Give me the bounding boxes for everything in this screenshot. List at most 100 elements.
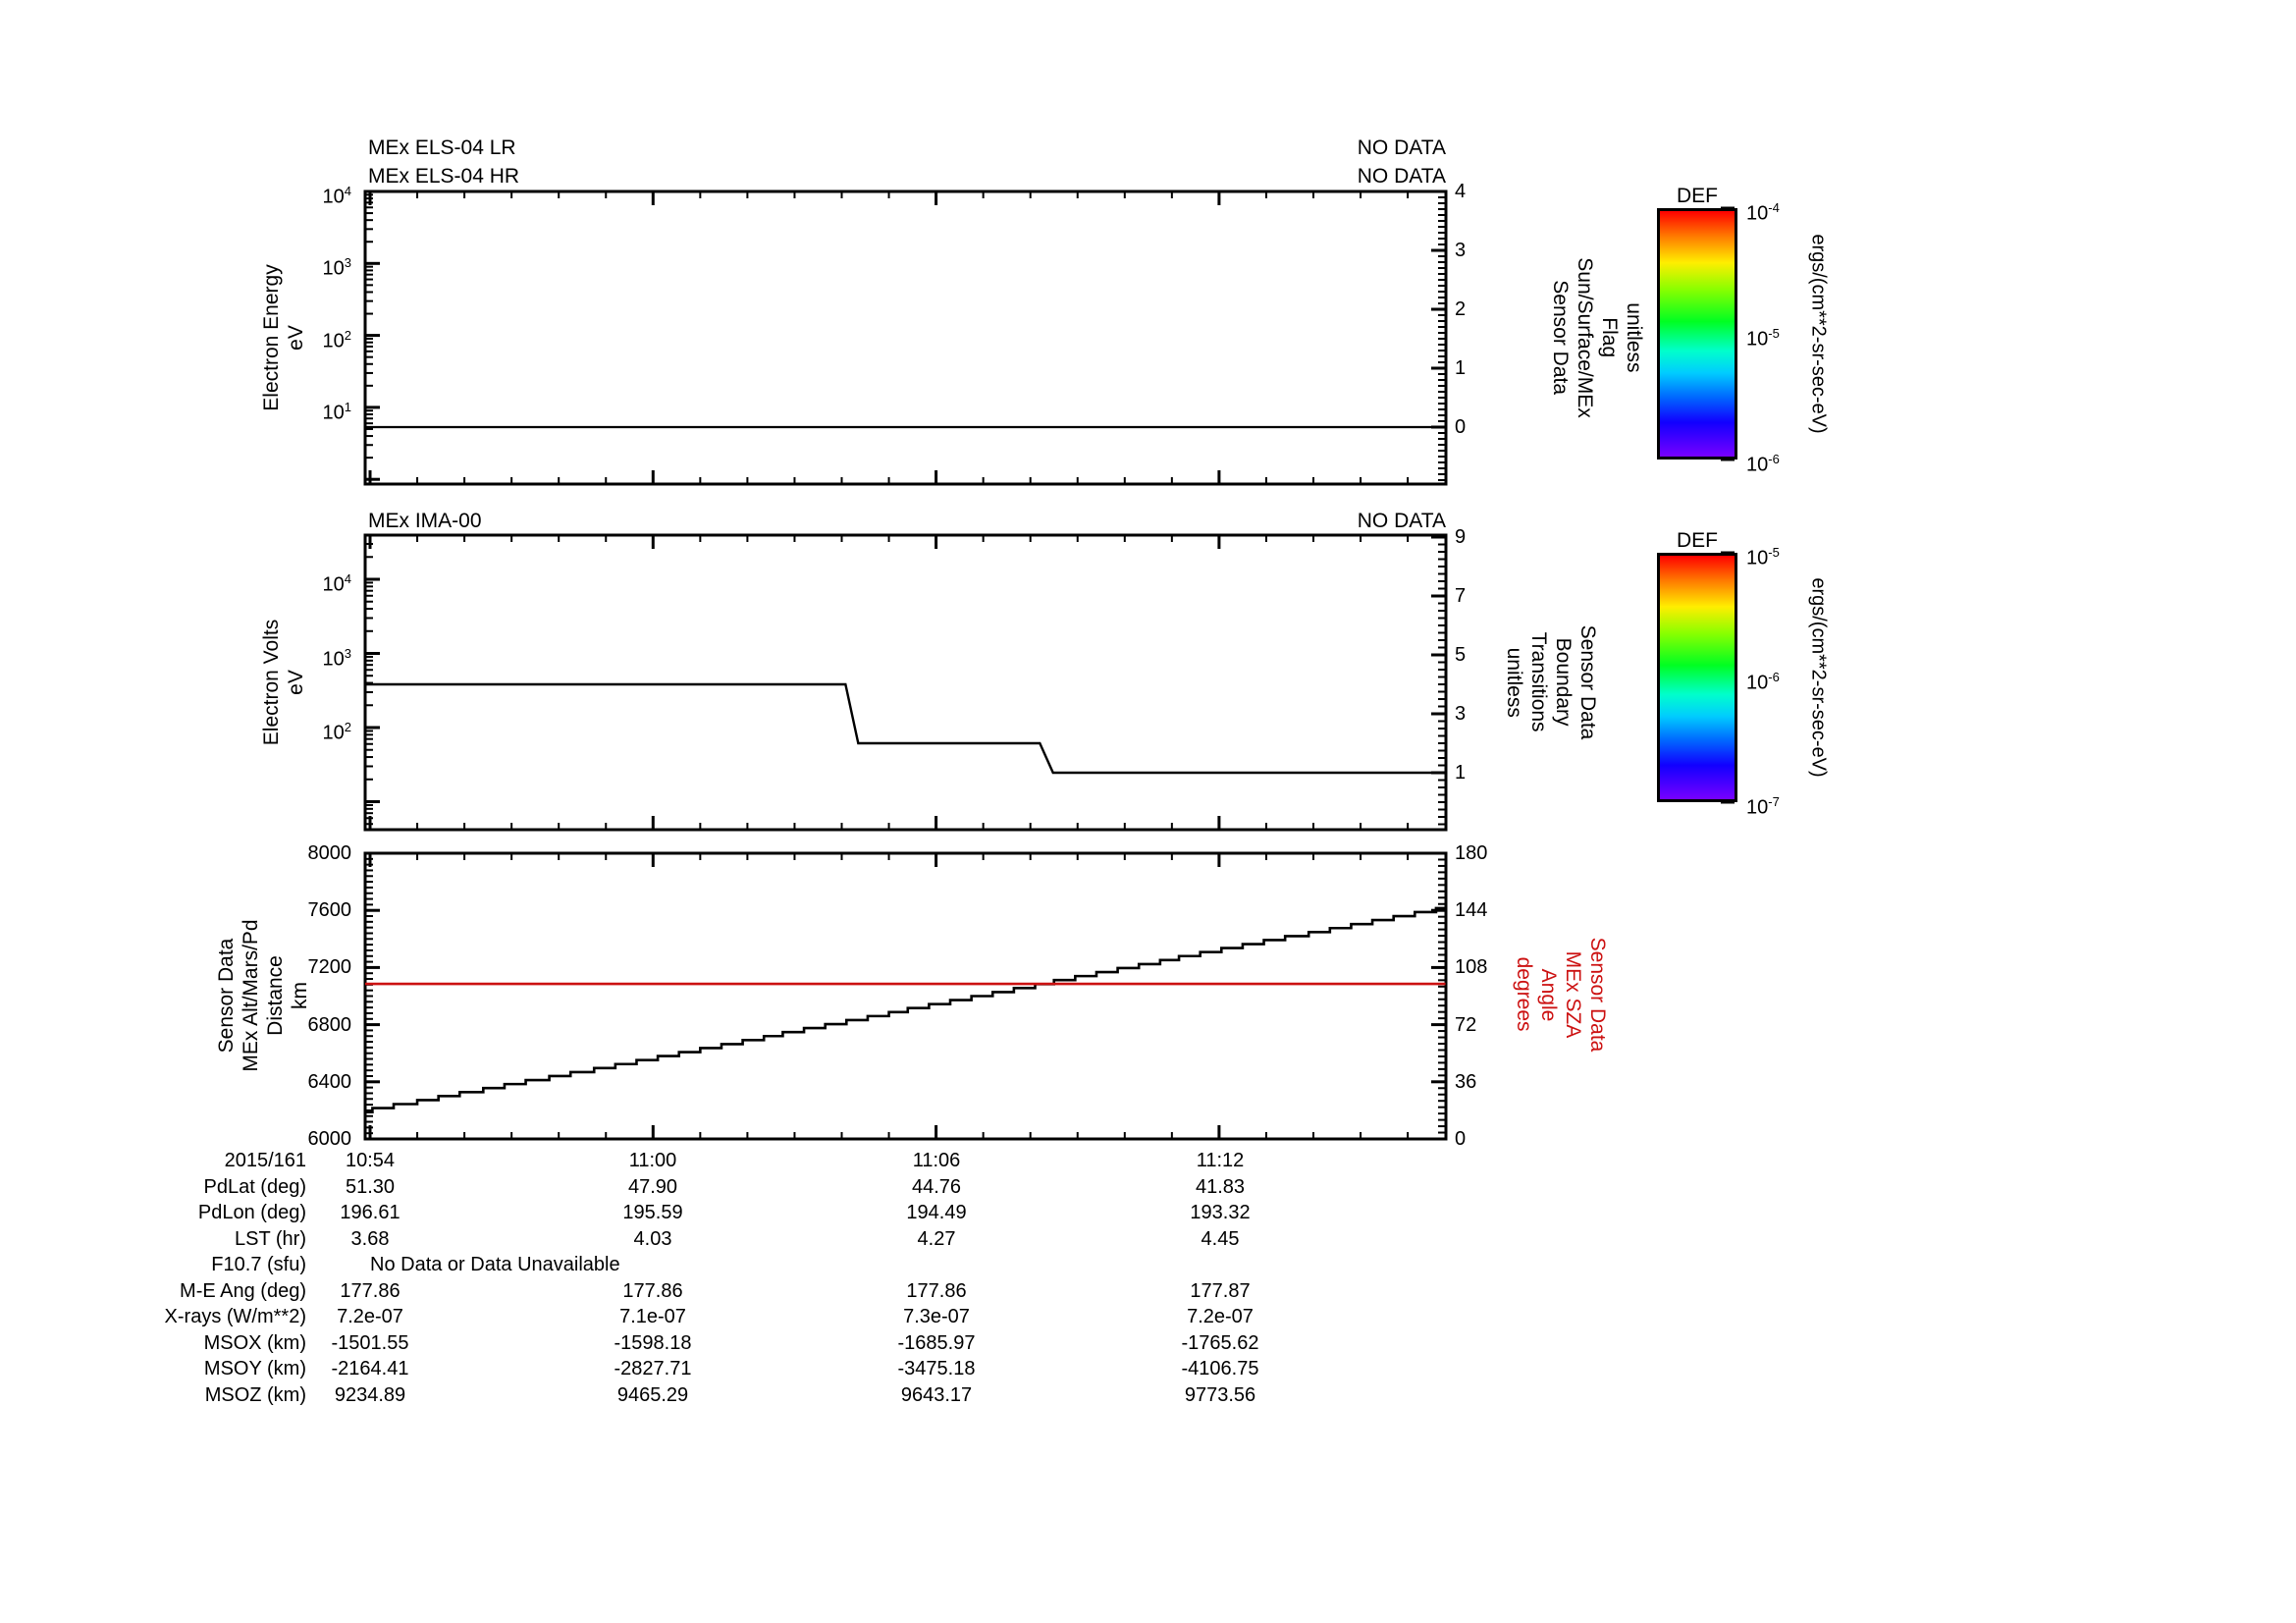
table-cell: -4106.75 [1181, 1358, 1259, 1380]
table-row-label: PdLat (deg) [203, 1175, 306, 1198]
table-cell: -2827.71 [614, 1358, 692, 1380]
y-axis-label-distance: Sensor Data MEx Alt/Mars/Pd Distance km [215, 919, 311, 1072]
table-cell: 41.83 [1195, 1175, 1246, 1198]
table-cell: 4.27 [917, 1227, 956, 1250]
right-axis-label-boundary-transitions: unitless Transitions Boundary Sensor Dat… [1503, 624, 1599, 740]
colorbar-unit-label: ergs/(cm**2-sr-sec-eV) [1807, 234, 1830, 434]
colorbar-tick-label: 10-6 [1746, 670, 1780, 694]
status-no-data: NO DATA [1357, 136, 1446, 159]
table-cell: 4.45 [1201, 1227, 1240, 1250]
right-tick-label: 9 [1455, 526, 1467, 548]
table-cell: 196.61 [340, 1202, 400, 1223]
right-tick-label: 144 [1455, 899, 1488, 922]
right-axis-label-flag: Sensor Data Sun/Surface/MEx Flag unitles… [1549, 257, 1645, 418]
table-row-label: LST (hr) [235, 1227, 306, 1250]
y-tick-label: 103 [322, 255, 351, 280]
y-tick-label: 6800 [307, 1013, 352, 1036]
table-cell: 7.3e-07 [903, 1306, 970, 1327]
table-row-label: MSOY (km) [203, 1358, 306, 1380]
table-cell: 7.1e-07 [619, 1306, 686, 1327]
right-tick-label: 7 [1455, 585, 1467, 607]
table-cell: 177.86 [622, 1279, 683, 1302]
table-cell: 9465.29 [616, 1383, 689, 1406]
colorbar-def-1 [1657, 208, 1737, 460]
right-tick-label: 3 [1455, 703, 1467, 725]
table-row-label: 2015/161 [224, 1150, 306, 1171]
table-span-cell: No Data or Data Unavailable [370, 1254, 620, 1275]
table-cell: -1765.62 [1181, 1331, 1259, 1354]
table-cell: 195.59 [622, 1202, 683, 1223]
table-cell: 11:12 [1196, 1150, 1245, 1171]
table-cell: 11:00 [628, 1150, 677, 1171]
right-axis-label-sza: degrees Angle MEx SZA Sensor Data [1513, 937, 1609, 1053]
right-tick-label: 180 [1455, 842, 1488, 864]
right-tick-label: 5 [1455, 644, 1467, 666]
table-cell: 177.86 [906, 1279, 967, 1302]
table-cell: 9234.89 [334, 1383, 406, 1406]
y-tick-label: 8000 [307, 842, 352, 864]
table-cell: 177.86 [340, 1279, 400, 1302]
table-row-label: F10.7 (sfu) [211, 1254, 306, 1275]
y-tick-label: 102 [322, 720, 351, 744]
y-tick-label: 7600 [307, 899, 352, 922]
colorbar-tick-label: 10-5 [1746, 545, 1780, 569]
right-tick-label: 36 [1455, 1070, 1477, 1093]
table-cell: 44.76 [911, 1175, 962, 1198]
table-row-label: MSOZ (km) [204, 1383, 306, 1406]
panel-frame [363, 533, 1448, 832]
right-tick-label: 1 [1455, 357, 1467, 379]
table-cell: 7.2e-07 [1187, 1306, 1254, 1327]
panel-title-ima: MEx IMA-00 [368, 510, 482, 532]
colorbar-tick-label: 10-5 [1746, 326, 1780, 351]
colorbar-def-2 [1657, 553, 1737, 802]
right-tick-label: 72 [1455, 1013, 1477, 1036]
panel-frame [363, 851, 1448, 1141]
y-tick-label: 7200 [307, 956, 352, 979]
right-tick-label: 4 [1455, 181, 1467, 202]
colorbar-title: DEF [1677, 529, 1718, 552]
y-tick-label: 103 [322, 645, 351, 671]
table-cell: 4.03 [633, 1227, 672, 1250]
right-tick-label: 1 [1455, 762, 1467, 784]
table-cell: 51.30 [345, 1175, 396, 1198]
right-tick-label: 0 [1455, 416, 1467, 438]
y-tick-label: 6400 [307, 1070, 352, 1093]
table-row-label: PdLon (deg) [197, 1202, 306, 1223]
mex-altitude-line [365, 906, 1446, 1113]
colorbar-unit-label: ergs/(cm**2-sr-sec-eV) [1807, 577, 1830, 778]
right-tick-label: 108 [1455, 956, 1488, 979]
table-cell: -3475.18 [897, 1358, 976, 1380]
right-tick-label: 2 [1455, 298, 1467, 320]
y-tick-label: 104 [322, 184, 351, 208]
colorbar-tick-label: 10-6 [1746, 452, 1780, 476]
status-no-data: NO DATA [1357, 165, 1446, 188]
table-cell: -1685.97 [897, 1331, 976, 1354]
table-cell: -1598.18 [614, 1331, 692, 1354]
table-cell: 194.49 [906, 1202, 967, 1223]
table-cell: -1501.55 [331, 1331, 409, 1354]
right-tick-label: 0 [1455, 1128, 1467, 1150]
table-cell: -2164.41 [331, 1358, 409, 1380]
panel-frame [363, 189, 1448, 486]
y-tick-label: 101 [322, 399, 351, 424]
table-row-label: MSOX (km) [203, 1331, 306, 1354]
colorbar-tick-label: 10-7 [1746, 794, 1780, 819]
table-cell: 3.68 [350, 1227, 390, 1250]
y-tick-label: 6000 [307, 1128, 352, 1150]
boundary-transitions-line [365, 682, 1446, 775]
table-cell: 193.32 [1190, 1202, 1251, 1223]
y-tick-label: 104 [322, 571, 351, 596]
table-cell: 47.90 [627, 1175, 678, 1198]
table-cell: 7.2e-07 [337, 1306, 403, 1327]
y-tick-label: 102 [322, 327, 351, 352]
table-row-label: X-rays (W/m**2) [164, 1306, 306, 1327]
table-cell: 10:54 [345, 1150, 396, 1171]
table-row-label: M-E Ang (deg) [180, 1279, 306, 1302]
table-cell: 9643.17 [900, 1383, 973, 1406]
right-tick-label: 3 [1455, 240, 1467, 261]
status-no-data: NO DATA [1357, 510, 1446, 532]
table-cell: 177.87 [1190, 1279, 1251, 1302]
table-cell: 9773.56 [1184, 1383, 1256, 1406]
panel-title-els-hr: MEx ELS-04 HR [368, 165, 520, 188]
